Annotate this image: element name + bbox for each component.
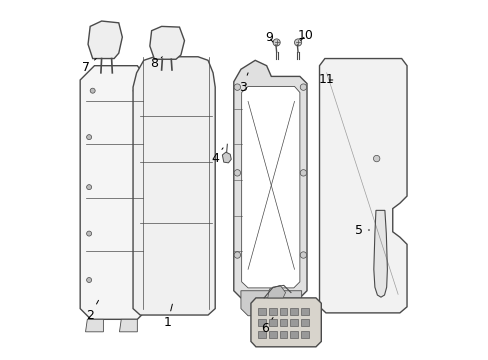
Text: 3: 3 — [238, 73, 247, 94]
Circle shape — [272, 39, 280, 46]
Polygon shape — [222, 152, 231, 163]
Text: 5: 5 — [354, 224, 369, 237]
Polygon shape — [88, 21, 122, 59]
Polygon shape — [80, 66, 148, 319]
Bar — [279, 308, 287, 315]
Bar — [290, 319, 298, 327]
Text: 7: 7 — [81, 59, 96, 74]
Bar — [300, 319, 308, 327]
Circle shape — [234, 252, 240, 258]
Bar — [279, 319, 287, 327]
Circle shape — [300, 170, 306, 176]
Circle shape — [300, 252, 306, 258]
Bar — [279, 331, 287, 338]
Circle shape — [90, 88, 95, 93]
Polygon shape — [85, 319, 103, 332]
Circle shape — [136, 278, 142, 283]
Text: 10: 10 — [297, 29, 313, 42]
Text: 11: 11 — [318, 73, 334, 86]
Bar — [268, 319, 276, 327]
Bar — [258, 319, 265, 327]
Polygon shape — [373, 210, 386, 297]
Polygon shape — [119, 319, 137, 332]
Polygon shape — [319, 59, 406, 313]
Circle shape — [136, 135, 142, 140]
Circle shape — [234, 84, 240, 90]
Circle shape — [136, 185, 142, 190]
Bar — [268, 308, 276, 315]
Text: 6: 6 — [261, 318, 272, 335]
Polygon shape — [149, 26, 184, 59]
Text: 2: 2 — [86, 300, 98, 322]
Bar — [290, 331, 298, 338]
Circle shape — [86, 278, 91, 283]
Polygon shape — [241, 86, 299, 288]
Polygon shape — [250, 298, 321, 347]
Text: 4: 4 — [211, 148, 223, 165]
Circle shape — [86, 231, 91, 236]
Circle shape — [86, 135, 91, 140]
Polygon shape — [233, 60, 306, 298]
Circle shape — [294, 39, 301, 46]
Circle shape — [133, 88, 138, 93]
Bar — [300, 331, 308, 338]
Circle shape — [136, 231, 142, 236]
Polygon shape — [267, 285, 285, 298]
Circle shape — [300, 84, 306, 90]
Polygon shape — [133, 57, 215, 315]
Circle shape — [234, 170, 240, 176]
Polygon shape — [241, 291, 301, 316]
Bar — [258, 308, 265, 315]
Circle shape — [373, 156, 379, 162]
Text: 9: 9 — [264, 31, 272, 44]
Text: 8: 8 — [150, 57, 162, 71]
Bar — [268, 331, 276, 338]
Bar — [300, 308, 308, 315]
Text: 1: 1 — [163, 304, 172, 329]
Bar — [290, 308, 298, 315]
Circle shape — [86, 185, 91, 190]
Bar — [258, 331, 265, 338]
